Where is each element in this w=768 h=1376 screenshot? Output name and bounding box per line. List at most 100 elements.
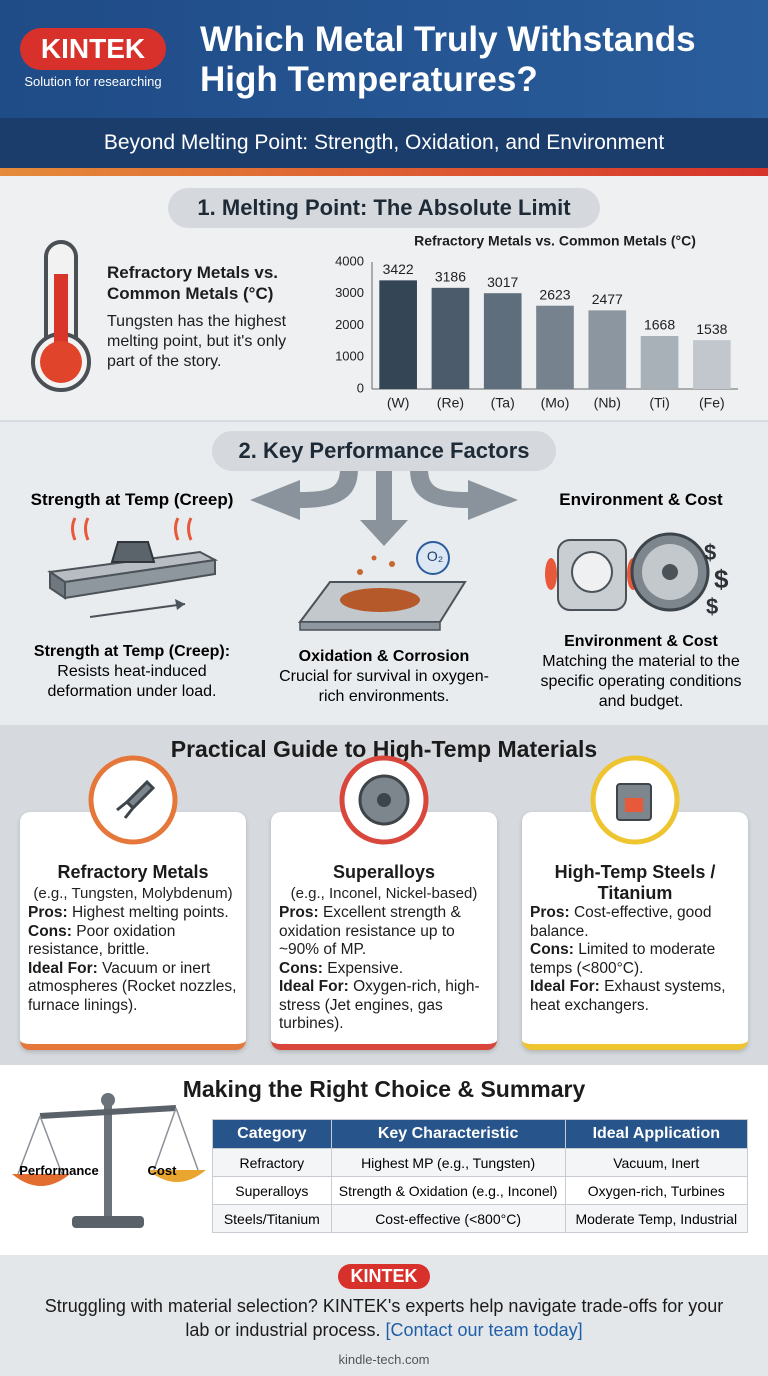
item-label: Cons: <box>279 959 323 977</box>
callout-text: Tungsten has the highest melting point, … <box>107 313 287 370</box>
x-tick-label: (Mo) <box>541 395 570 411</box>
footer-url: kindle-tech.com <box>338 1352 430 1367</box>
factor-text: Matching the material to the specific op… <box>540 653 742 710</box>
value-label: 3186 <box>435 269 466 285</box>
card-title-block: High-Temp Steels / Titanium <box>528 862 742 904</box>
item-text: Poor oxidation resistance, brittle. <box>28 922 176 959</box>
material-card: Refractory Metals (e.g., Tungsten, Molybd… <box>20 812 246 1050</box>
item-label: Ideal For: <box>279 978 349 995</box>
bar <box>483 293 522 389</box>
item-label: Ideal For: <box>530 978 600 995</box>
card-items: Pros: Highest melting points. Cons: Poor … <box>28 904 240 1015</box>
card-item: Cons: Limited to moderate temps (<800°C)… <box>530 941 742 978</box>
x-tick-label: (Ta) <box>491 395 515 411</box>
card-subtitle: (e.g., Tungsten, Molybdenum) <box>33 885 233 902</box>
value-label: 1538 <box>696 321 727 337</box>
footer-text-block: Struggling with material selection? KINT… <box>40 1294 728 1342</box>
chart-title: Refractory Metals vs. Common Metals (°C) <box>414 233 696 249</box>
footer-text: Struggling with material selection? KINT… <box>44 1296 724 1340</box>
summary-table: Category Key Characteristic Ideal Applicat… <box>212 1119 749 1233</box>
bar-chart: Refractory Metals vs. Common Metals (°C)… <box>335 233 738 411</box>
dollar: $ <box>704 540 717 565</box>
value-label: 2623 <box>539 286 570 302</box>
factor-caption: Oxidation & Corrosion Crucial for surviv… <box>279 647 489 707</box>
table-cell: Cost-effective (<800°C) <box>330 1204 566 1233</box>
cost-icon <box>545 532 710 612</box>
y-tick-label: 4000 <box>335 253 364 268</box>
factor-label: Strength at Temp (Creep) <box>30 490 234 509</box>
value-label: 2477 <box>592 291 623 307</box>
dollar: $ <box>714 564 729 594</box>
card-item: Cons: Expensive. <box>279 960 491 979</box>
callout-title: Refractory Metals vs. Common Metals (°C) <box>107 263 279 303</box>
factor-caption: Strength at Temp (Creep): Resists heat-i… <box>17 642 247 702</box>
item-text: Oxygen-rich, high-stress (Jet engines, g… <box>279 978 480 1032</box>
factor-title: Oxidation & Corrosion <box>298 648 470 665</box>
table-cell: Refractory <box>212 1148 332 1177</box>
card-title: Superalloys <box>332 862 436 882</box>
y-tick-label: 2000 <box>335 317 364 332</box>
scale-icon <box>12 1093 206 1228</box>
bar <box>640 336 679 389</box>
scale-label: Performance <box>19 1163 99 1178</box>
stripe <box>0 168 768 176</box>
item-label: Pros: <box>28 904 68 921</box>
x-tick-label: (Nb) <box>594 395 621 411</box>
card-icon <box>88 755 178 845</box>
card-title: High-Temp Steels / Titanium <box>554 862 716 903</box>
value-label: 1668 <box>644 317 675 333</box>
rocket <box>116 779 156 819</box>
column-header: Category <box>212 1119 332 1149</box>
card-item: Ideal For: Exhaust systems, heat exchang… <box>530 978 742 1015</box>
scale-label: Cost <box>147 1163 177 1178</box>
x-tick-label: (Fe) <box>699 395 725 411</box>
factor-caption: Environment & Cost Matching the material… <box>526 632 756 712</box>
x-tick-label: (W) <box>387 395 410 411</box>
item-text: Limited to moderate temps (<800°C). <box>530 941 716 977</box>
card-items: Pros: Excellent strength & oxidation res… <box>279 904 491 1034</box>
thermometer-icon <box>31 240 91 392</box>
table-row: Steels/Titanium Cost-effective (<800°C) Mo… <box>212 1204 749 1233</box>
column-header: Ideal Application <box>564 1119 749 1149</box>
table-row: Superalloys Strength & Oxidation (e.g., I… <box>212 1176 749 1205</box>
contact-link[interactable]: [Contact our team today] <box>385 1320 583 1340</box>
item-text: Vacuum or inert atmospheres (Rocket nozz… <box>28 959 237 1014</box>
card-subtitle: (e.g., Inconel, Nickel-based) <box>290 885 478 902</box>
card-item: Pros: Excellent strength & oxidation res… <box>279 904 491 960</box>
tagline: Solution for researching <box>24 74 162 89</box>
table-cell: Superalloys <box>212 1176 332 1205</box>
subtitle: Beyond Melting Point: Strength, Oxidatio… <box>0 118 768 168</box>
table-cell: Strength & Oxidation (e.g., Inconel) <box>330 1176 566 1205</box>
factor-title: Environment & Cost <box>564 633 718 650</box>
factor-text: Resists heat-induced deformation under l… <box>47 663 217 700</box>
item-text: Cost-effective, good balance. <box>530 904 712 940</box>
item-label: Cons: <box>530 941 574 958</box>
factor-text: Crucial for survival in oxygen-rich envi… <box>279 668 489 705</box>
x-tick-label: (Re) <box>437 395 464 411</box>
item-label: Pros: <box>530 904 570 921</box>
table-cell: Moderate Temp, Industrial <box>564 1204 749 1233</box>
value-label: 3017 <box>487 274 518 290</box>
card-title-block: Refractory Metals (e.g., Tungsten, Molybd… <box>26 862 240 904</box>
beam-icon <box>47 517 219 618</box>
hub <box>377 793 391 807</box>
x-tick-label: (Ti) <box>649 395 669 411</box>
item-label: Cons: <box>28 922 72 940</box>
item-text: Excellent strength & oxidation resistanc… <box>279 904 461 958</box>
y-tick-label: 3000 <box>335 285 364 300</box>
fire <box>625 798 643 812</box>
y-tick-label: 0 <box>357 380 364 395</box>
factor-label: Environment & Cost <box>559 490 723 509</box>
card-icon <box>339 755 429 845</box>
card-item: Ideal For: Oxygen-rich, high-stress (Jet… <box>279 978 491 1034</box>
factor-title: Strength at Temp (Creep): <box>33 643 231 660</box>
bar <box>431 287 470 389</box>
bar <box>588 310 627 389</box>
section-heading: 1. Melting Point: The Absolute Limit <box>168 188 600 228</box>
title: Which Metal Truly Withstands High Temper… <box>200 20 696 99</box>
card-item: Cons: Poor oxidation resistance, brittle… <box>28 923 240 960</box>
column-header: Key Characteristic <box>330 1119 566 1149</box>
item-label: Ideal For: <box>28 959 98 977</box>
footer-logo: KINTEK <box>338 1264 430 1289</box>
